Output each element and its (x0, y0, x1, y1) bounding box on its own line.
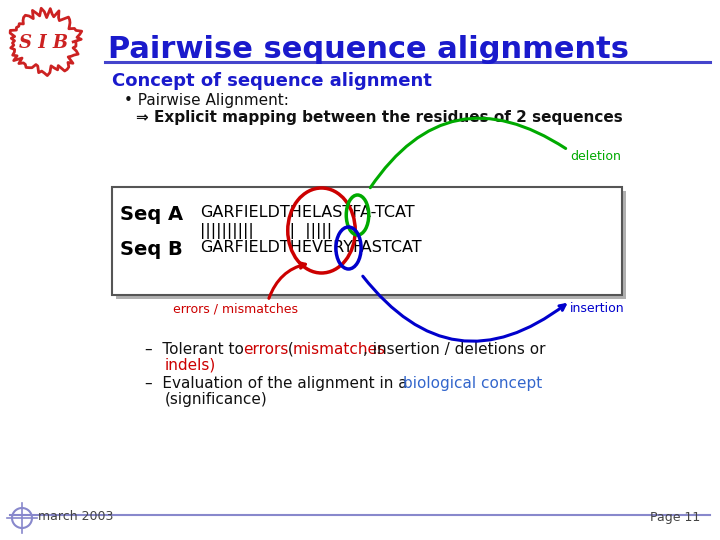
Text: mismatches: mismatches (293, 342, 386, 357)
Text: errors / mismatches: errors / mismatches (173, 302, 298, 315)
Text: insertion: insertion (570, 302, 625, 315)
Text: deletion: deletion (570, 150, 621, 163)
Bar (116, 191, 626, 299)
Text: , insertion / deletions or: , insertion / deletions or (363, 342, 546, 357)
Text: Seq B: Seq B (120, 240, 183, 259)
Text: S I B: S I B (19, 35, 68, 52)
Text: ⇒ Explicit mapping between the residues of 2 sequences: ⇒ Explicit mapping between the residues … (136, 110, 623, 125)
Polygon shape (10, 8, 82, 76)
Text: march 2003: march 2003 (38, 510, 113, 523)
Text: GARFIELDTHELASTFA-TCAT: GARFIELDTHELASTFA-TCAT (200, 205, 415, 220)
Text: Concept of sequence alignment: Concept of sequence alignment (112, 72, 432, 90)
Text: (: ( (283, 342, 294, 357)
Text: Pairwise sequence alignments: Pairwise sequence alignments (108, 35, 629, 64)
Text: (significance): (significance) (165, 392, 268, 407)
Text: Seq A: Seq A (120, 205, 183, 224)
Text: ||||||||||       |  |||||: |||||||||| | ||||| (200, 223, 332, 239)
Text: –  Evaluation of the alignment in a: – Evaluation of the alignment in a (145, 376, 413, 391)
Text: indels): indels) (165, 358, 216, 373)
Text: biological concept: biological concept (403, 376, 542, 391)
Bar (112, 187, 622, 295)
Text: GARFIELDTHEVERYFASTCAT: GARFIELDTHEVERYFASTCAT (200, 240, 422, 255)
Text: errors: errors (243, 342, 289, 357)
Text: –  Tolerant to: – Tolerant to (145, 342, 248, 357)
Text: • Pairwise Alignment:: • Pairwise Alignment: (124, 93, 289, 108)
Text: Page 11: Page 11 (649, 510, 700, 523)
